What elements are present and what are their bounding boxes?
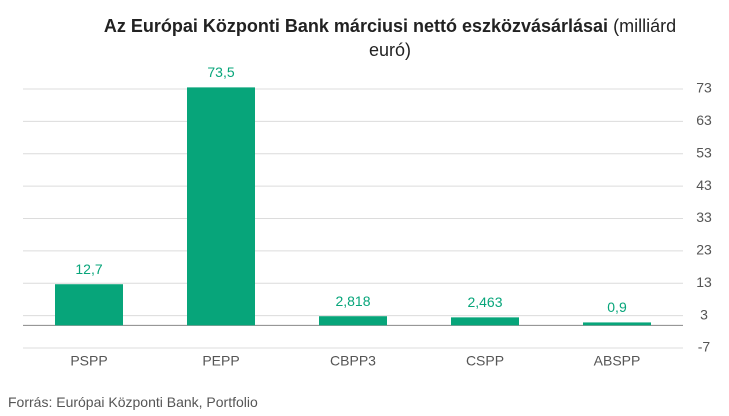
y-tick-label: 63 — [696, 112, 712, 128]
x-tick-label: PSPP — [70, 353, 107, 369]
bar — [55, 284, 123, 326]
y-tick-label: 3 — [700, 306, 708, 322]
value-label: 12,7 — [75, 261, 102, 277]
chart-title: Az Európai Központi Bank márciusi nettó … — [103, 16, 609, 36]
value-label: 73,5 — [207, 64, 234, 80]
value-label: 2,463 — [467, 294, 502, 310]
y-tick-label: 53 — [696, 144, 712, 160]
y-tick-label: 73 — [696, 80, 712, 96]
bar — [451, 317, 519, 326]
chart-title-block: Az Európai Központi Bank márciusi nettó … — [90, 14, 690, 62]
x-tick-label: CBPP3 — [330, 353, 376, 369]
y-tick-label: 13 — [696, 274, 712, 290]
y-tick-label: 23 — [696, 242, 712, 258]
y-tick-label: 33 — [696, 209, 712, 225]
x-tick-label: ABSPP — [594, 353, 641, 369]
y-tick-label: 43 — [696, 177, 712, 193]
bar — [319, 316, 387, 326]
source: Forrás: Európai Központi Bank, Portfolio — [8, 394, 258, 410]
x-tick-label: CSPP — [466, 353, 504, 369]
chart-title-unit: (milliárd euró) — [368, 16, 677, 60]
y-tick-label: -7 — [698, 339, 711, 355]
bar — [187, 87, 255, 326]
x-tick-label: PEPP — [202, 353, 239, 369]
value-label: 0,9 — [607, 299, 627, 315]
value-label: 2,818 — [335, 293, 370, 309]
bar — [583, 322, 651, 326]
